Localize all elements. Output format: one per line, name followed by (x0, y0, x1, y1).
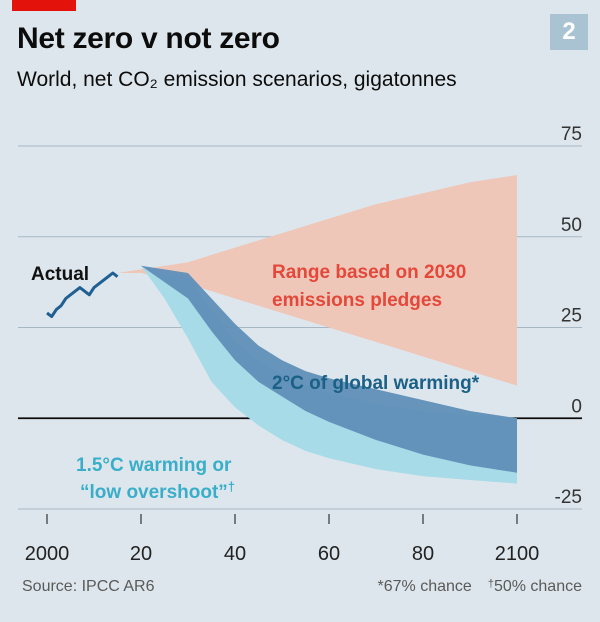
band-layer (117, 175, 517, 484)
brand-red-tag (12, 0, 76, 11)
label-15c-dagger: † (228, 479, 235, 494)
label-15c-line2: “low overshoot”† (80, 479, 235, 503)
chart-title: Net zero v not zero (17, 22, 280, 55)
y-tick-label: 0 (571, 396, 582, 417)
label-layer: Actual Range based on 2030 emissions pledg… (31, 262, 480, 503)
y-tick-label: 75 (561, 124, 582, 145)
y-tick-label: 25 (561, 306, 582, 327)
chart-number-badge: 2 (550, 14, 588, 50)
x-tick-label: 60 (318, 543, 340, 565)
label-2c: 2°C of global warming* (272, 373, 480, 394)
footnote-2c: *67% chance (377, 578, 472, 595)
x-tick-label: 2000 (25, 543, 70, 565)
x-tick-label: 2100 (495, 543, 540, 565)
footnote-15c: 50% chance (493, 578, 582, 595)
footnote-dagger-mark: † (487, 578, 494, 590)
x-tick-label: 20 (130, 543, 152, 565)
actual-emissions-line (46, 271, 119, 319)
tick-layer: -25 0 25 50 75 2000 20 40 60 80 2100 (25, 124, 582, 565)
warming-2c-band (141, 265, 517, 473)
line-layer (46, 271, 119, 319)
x-tick-label: 80 (412, 543, 434, 565)
label-pledges-line1: Range based on 2030 (272, 262, 466, 283)
y-tick-label: -25 (555, 487, 582, 508)
pledges-band (117, 175, 517, 386)
label-15c-line1: 1.5°C warming or (76, 455, 232, 476)
footnotes: *67% chance †50% chance (378, 578, 582, 596)
label-actual: Actual (31, 264, 89, 285)
source-note: Source: IPCC AR6 (22, 578, 155, 595)
label-pledges-line2: emissions pledges (272, 290, 442, 311)
chart-subtitle: World, net CO₂ emission scenarios, gigat… (17, 68, 457, 91)
x-tick-label: 40 (224, 543, 246, 565)
y-tick-label: 50 (561, 215, 582, 236)
